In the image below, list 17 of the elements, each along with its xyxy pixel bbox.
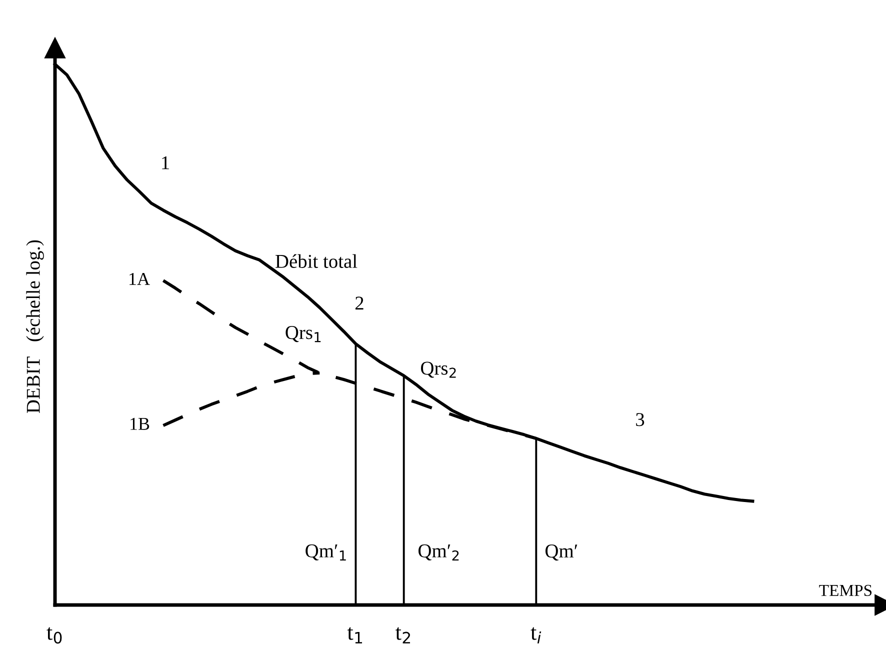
x-tick-label: t$_{i}$ <box>530 627 542 644</box>
x-tick-label: t$_{0}$ <box>46 627 62 644</box>
annotation: Qrs$_{1}$ <box>286 326 321 342</box>
series-label: 1B <box>130 418 150 430</box>
x-tick-label: t$_{1}$ <box>347 627 362 644</box>
annotation: 2 <box>355 296 364 310</box>
annotation: Débit total <box>276 254 358 268</box>
annotation: Qm′$_{1}$ <box>306 544 346 560</box>
annotation: Qm′ <box>546 544 578 561</box>
x-axis-title: TEMPS <box>819 584 872 596</box>
annotation: 1 <box>162 156 169 170</box>
annotation: Qm′$_{2}$ <box>418 544 459 560</box>
y-axis-title: DEBIT (échelle log.) <box>26 240 44 413</box>
annotation: Qrs$_{2}$ <box>421 362 456 378</box>
series-label: 1A <box>130 272 150 285</box>
x-tick-label: t$_{2}$ <box>396 627 410 644</box>
annotation: 3 <box>636 413 644 426</box>
